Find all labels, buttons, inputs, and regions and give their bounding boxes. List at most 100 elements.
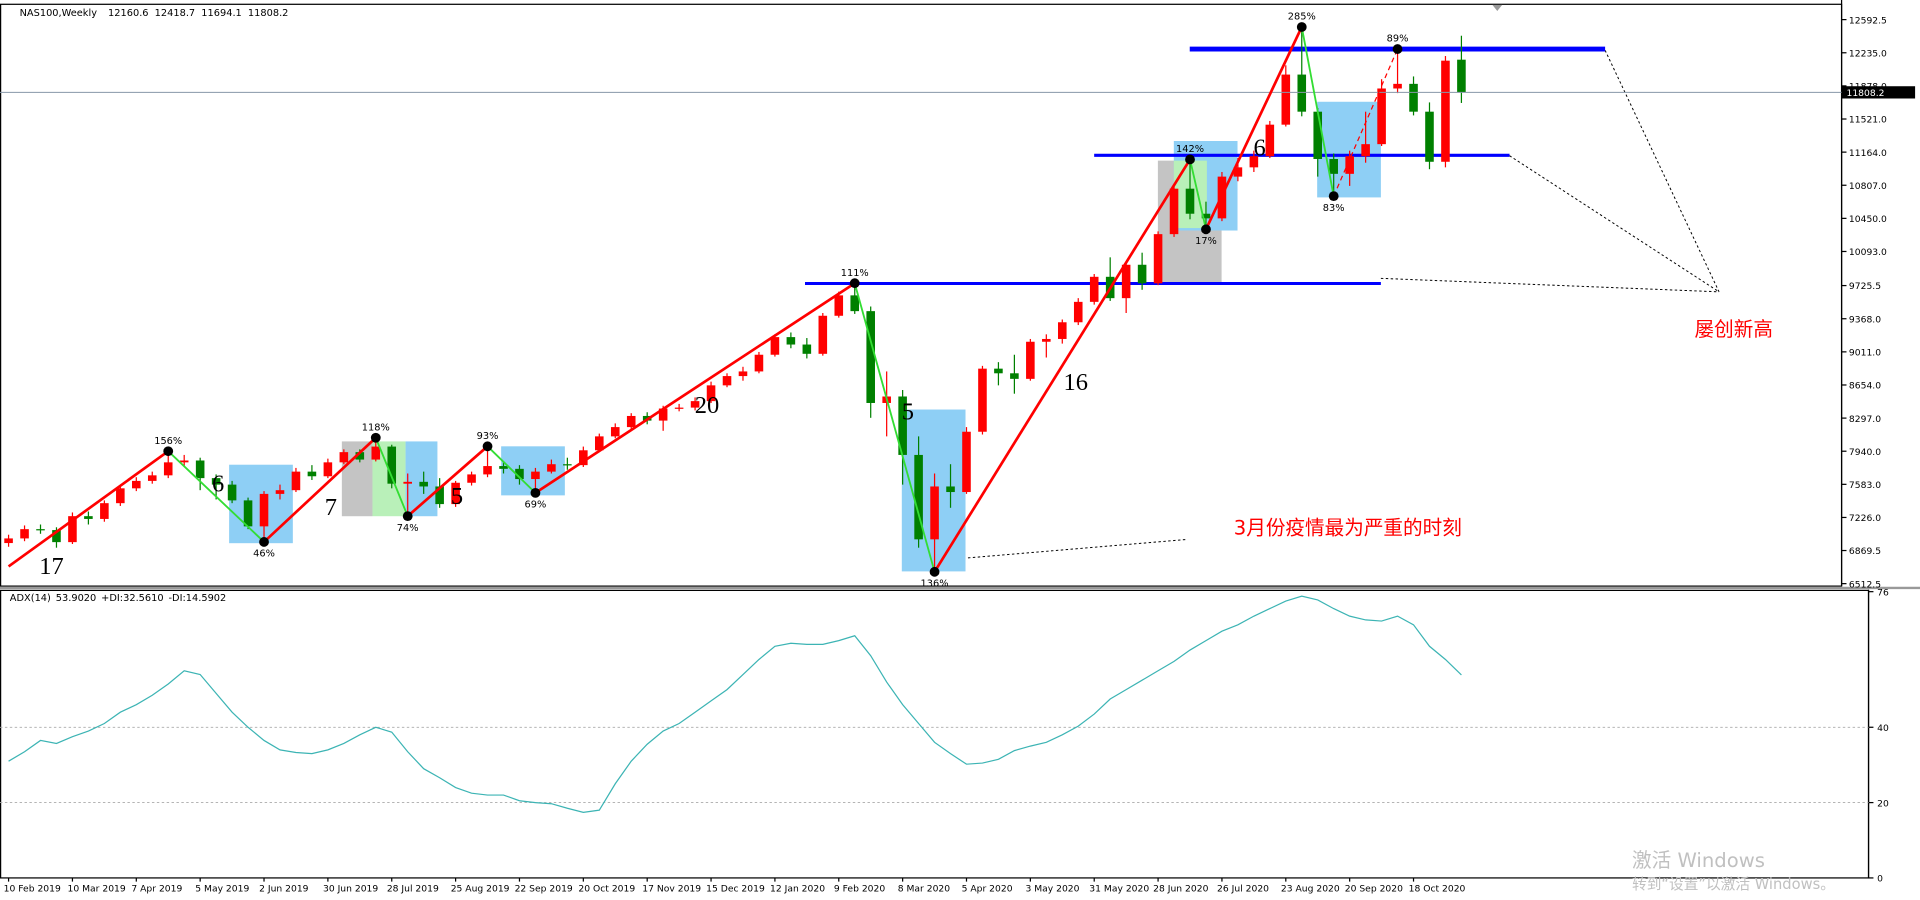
y-tick-label: 20 (1877, 798, 1889, 809)
x-tick-label: 8 Mar 2020 (898, 883, 951, 894)
x-tick-label: 25 Aug 2019 (451, 883, 510, 894)
pivot-dot (402, 511, 413, 522)
chart-title: NAS100,Weekly (20, 8, 98, 19)
zigzag-leg (933, 158, 1192, 573)
zigzag-leg (263, 436, 377, 543)
candle-body (610, 427, 620, 437)
candle-body (946, 486, 955, 493)
candle-body (323, 462, 333, 477)
pivot-dot (259, 537, 269, 547)
candle-body (116, 488, 125, 504)
candle-body (1265, 124, 1275, 157)
annotation: 屡创新高 (1695, 318, 1773, 341)
x-tick-label: 9 Feb 2020 (834, 883, 885, 894)
x-tick-label: 31 May 2020 (1089, 883, 1149, 894)
y-tick-label: 9725.5 (1849, 281, 1881, 292)
pivot-dot (530, 487, 541, 498)
candle-body (1313, 111, 1323, 159)
candle-body (850, 295, 860, 312)
candle-body (147, 475, 157, 481)
candle-body (1057, 322, 1067, 339)
y-tick-label: 12592.5 (1849, 15, 1887, 26)
pivot-label: 74% (397, 523, 419, 534)
pivot-dot (163, 446, 174, 457)
candle-body (1297, 74, 1307, 112)
candle-body (1249, 156, 1259, 168)
candle-body (1026, 341, 1035, 379)
zigzag-leg (406, 445, 489, 518)
x-tick-label: 23 Aug 2020 (1281, 883, 1340, 894)
zigzag-leg (1189, 159, 1207, 230)
pivot-dot (1392, 44, 1403, 54)
candle-body (483, 466, 492, 475)
zigzag-leg (534, 282, 856, 494)
candle-body (690, 401, 700, 408)
wave-count: 6 (212, 471, 224, 498)
pivot-dot (929, 566, 940, 577)
wave-count: 7 (325, 494, 337, 521)
x-tick-label: 2 Jun 2019 (259, 883, 309, 894)
x-tick-label: 18 Oct 2020 (1409, 883, 1466, 894)
candle-body (1345, 156, 1354, 174)
candle-body (754, 354, 764, 372)
y-tick-label: 9368.0 (1849, 314, 1881, 325)
pivot-dot (370, 432, 381, 443)
candle-body (467, 474, 476, 483)
candle-body (1073, 301, 1083, 323)
candle-body (994, 368, 1003, 374)
adx-title: ADX(14) (10, 593, 51, 604)
y-tick-label: 10093.0 (1849, 247, 1887, 258)
candle-body (930, 486, 939, 540)
zigzag-leg (7, 450, 170, 568)
pivot-label: 93% (477, 431, 499, 442)
y-tick-label: 7940.0 (1849, 447, 1881, 458)
candle-body (1329, 158, 1338, 174)
guide-line (1509, 155, 1720, 293)
y-tick-label: 7583.0 (1849, 480, 1881, 491)
pivot-dot (1185, 154, 1195, 165)
candle-body (195, 460, 205, 479)
pivot-dot (1328, 191, 1339, 202)
pivot-label: 83% (1323, 203, 1345, 214)
wave-count: 5 (451, 483, 463, 510)
candle-body (339, 452, 349, 463)
candle-body (179, 460, 189, 463)
y-tick-label: 40 (1877, 723, 1889, 734)
candle-body (68, 516, 77, 543)
pivot-dot (482, 441, 493, 452)
candle-body (802, 344, 812, 354)
y-tick-label: 11521.0 (1849, 115, 1887, 126)
candle-body (132, 480, 141, 489)
y-tick-label: 0 (1877, 874, 1883, 885)
zigzag-leg (853, 282, 936, 573)
pivot-label: 285% (1288, 12, 1316, 23)
x-tick-label: 10 Feb 2019 (4, 883, 61, 894)
candle-body (738, 371, 748, 377)
candle-body (275, 490, 285, 494)
watermark-subtitle: 转到“设置”以激活 Windows。 (1632, 876, 1835, 893)
candle-body (419, 481, 428, 487)
candle-body (898, 396, 907, 455)
adx-header: ADX(14) 53.9020 +DI:32.5610 -DI:14.5902 (10, 593, 226, 604)
zigzag-leg (1333, 48, 1399, 197)
candle-body (1169, 188, 1179, 235)
pivot-label: 111% (841, 268, 869, 279)
x-tick-label: 3 May 2020 (1025, 883, 1079, 894)
candle-body (1201, 213, 1211, 219)
candle-body (1010, 373, 1019, 379)
scroll-marker (1492, 4, 1503, 12)
pivot-label: 69% (525, 500, 547, 511)
candle-body (786, 337, 796, 345)
candle-body (387, 446, 397, 484)
pivot-dot (1296, 22, 1307, 32)
candle-body (1441, 60, 1450, 162)
guide-lines (967, 50, 1720, 559)
pivot-label: 142% (1176, 144, 1204, 155)
pivot-label: 156% (154, 436, 182, 447)
x-tick-label: 12 Jan 2020 (770, 883, 825, 894)
wave-count: 16 (1064, 369, 1088, 396)
y-tick-label: 6512.5 (1849, 579, 1881, 590)
candle-body (211, 478, 221, 485)
